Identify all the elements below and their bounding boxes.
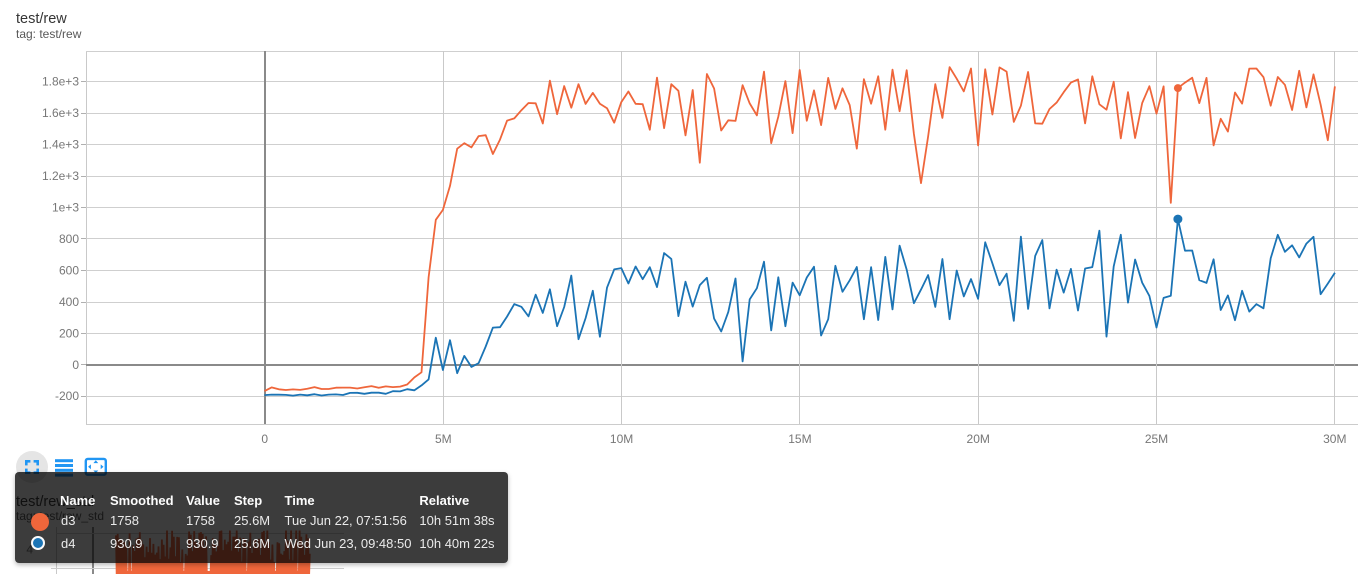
svg-text:30M: 30M xyxy=(1323,432,1346,446)
svg-text:1e+3: 1e+3 xyxy=(52,201,79,215)
svg-text:0: 0 xyxy=(261,432,268,446)
svg-text:1.8e+3: 1.8e+3 xyxy=(42,75,79,89)
svg-text:1.2e+3: 1.2e+3 xyxy=(42,169,79,183)
svg-text:10M: 10M xyxy=(610,432,633,446)
svg-text:800: 800 xyxy=(59,232,79,246)
svg-text:20M: 20M xyxy=(967,432,990,446)
svg-text:600: 600 xyxy=(59,263,79,277)
svg-text:1.6e+3: 1.6e+3 xyxy=(42,106,79,120)
svg-text:1.4e+3: 1.4e+3 xyxy=(42,138,79,152)
svg-text:5M: 5M xyxy=(435,432,452,446)
svg-text:-200: -200 xyxy=(55,389,79,403)
svg-text:200: 200 xyxy=(59,326,79,340)
svg-text:15M: 15M xyxy=(788,432,811,446)
svg-text:0: 0 xyxy=(72,358,79,372)
svg-text:400: 400 xyxy=(59,295,79,309)
svg-text:25M: 25M xyxy=(1145,432,1168,446)
